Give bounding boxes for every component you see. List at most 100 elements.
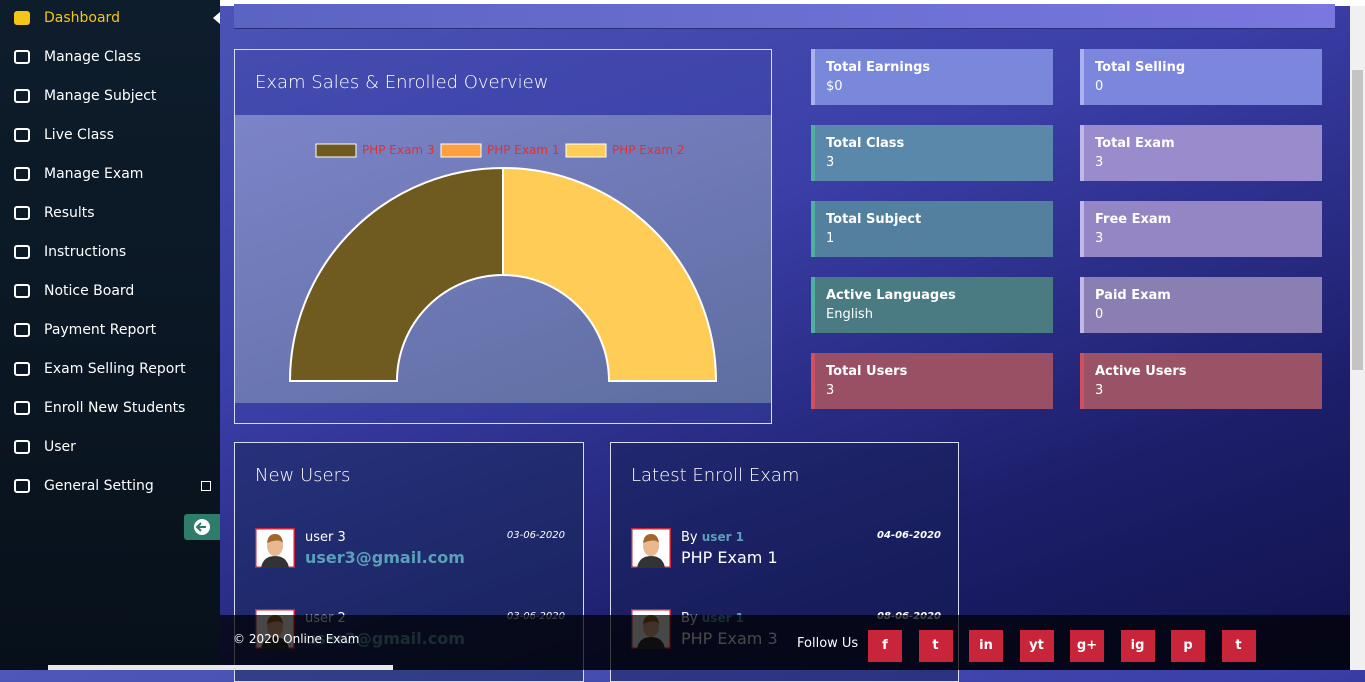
menu-item[interactable]: Manage Class [0, 42, 220, 72]
icon-shape [14, 50, 30, 64]
social-button[interactable]: t [918, 630, 953, 662]
social-button[interactable]: f [868, 630, 902, 662]
menu-item[interactable]: Live Class [0, 120, 220, 150]
social-button[interactable]: yt [1019, 630, 1054, 662]
icon-shape [14, 167, 30, 181]
menu-item[interactable]: Payment Report [0, 315, 220, 345]
menu-item[interactable]: Enroll New Students [0, 393, 220, 423]
icon-shape [14, 11, 30, 25]
stat-value: 3 [826, 383, 835, 398]
stat-value: 0 [1095, 307, 1104, 322]
menu-item[interactable]: General Setting [0, 471, 220, 501]
menu-icon [14, 362, 30, 376]
doughnut-segment [288, 166, 504, 382]
legend-swatch [440, 143, 482, 158]
menu-label: Exam Selling Report [44, 361, 186, 377]
stat-value: 1 [826, 231, 835, 246]
menu-icon [14, 245, 30, 259]
icon-shape [14, 440, 30, 454]
panel-title: Latest Enroll Exam [631, 465, 800, 486]
menu-icon [14, 167, 30, 181]
stat-value: 3 [1095, 155, 1104, 170]
enroll-by: By user 1 [681, 530, 744, 545]
stat-card: Free Exam 3 [1080, 201, 1322, 257]
enroll-date: 04-06-2020 [877, 530, 941, 541]
menu-icon [14, 128, 30, 142]
browser-edge [0, 0, 1365, 6]
menu-label: Notice Board [44, 283, 135, 299]
horizontal-scrollbar[interactable] [48, 665, 393, 670]
copyright: © 2020 Online Exam [233, 632, 360, 646]
icon-shape [14, 323, 30, 337]
stat-card: Active Users 3 [1080, 353, 1322, 409]
social-button[interactable]: t [1221, 630, 1256, 662]
collapse-button[interactable] [184, 514, 220, 540]
menu-icon [14, 11, 30, 25]
menu-icon [14, 50, 30, 64]
avatar-body [261, 556, 289, 568]
follow-label: Follow Us [797, 636, 859, 651]
icon-shape [14, 401, 30, 415]
menu-item[interactable]: Results [0, 198, 220, 228]
chart-title: Exam Sales & Enrolled Overview [255, 72, 549, 93]
menu-label: Live Class [44, 127, 114, 143]
doughnut-segment [502, 166, 718, 382]
footer: © 2020 Online Exam Follow Us f t in yt g+ ig p… [220, 615, 1350, 670]
enroll-entry: By user 1 PHP Exam 1 04-06-2020 [631, 528, 941, 572]
expand-icon [201, 481, 211, 491]
menu-label: Payment Report [44, 322, 157, 338]
stat-value: 3 [826, 155, 835, 170]
stat-card: Total Earnings $0 [811, 49, 1053, 105]
stat-card: Total Subject 1 [811, 201, 1053, 257]
stat-card: Total Exam 3 [1080, 125, 1322, 181]
user-date: 03-06-2020 [506, 530, 565, 541]
social-button[interactable]: g+ [1070, 630, 1104, 662]
menu-item[interactable]: Dashboard [0, 3, 220, 33]
stat-label: Active Languages [826, 288, 956, 303]
icon-shape [14, 89, 30, 103]
collapse-arrow[interactable] [213, 12, 220, 24]
scroll-thumb[interactable] [1352, 70, 1363, 370]
menu-item[interactable]: Manage Subject [0, 81, 220, 111]
collapse-icon [194, 519, 210, 535]
menu-item[interactable]: Instructions [0, 237, 220, 267]
avatar-hair [643, 534, 659, 543]
stat-value: $0 [826, 79, 843, 94]
stat-label: Total Users [826, 364, 908, 379]
icon-shape [14, 362, 30, 376]
menu-icon [14, 440, 30, 454]
stat-card: Total Class 3 [811, 125, 1053, 181]
stat-value: 3 [1095, 231, 1104, 246]
menu-icon [14, 89, 30, 103]
menu-item[interactable]: Exam Selling Report [0, 354, 220, 384]
menu-item[interactable]: Manage Exam [0, 159, 220, 189]
menu-icon [14, 401, 30, 415]
stat-card: Active Languages English [811, 277, 1053, 333]
stat-value: 3 [1095, 383, 1104, 398]
social-button[interactable]: p [1171, 630, 1205, 662]
social-button[interactable]: in [969, 630, 1003, 662]
enroll-exam: PHP Exam 1 [681, 548, 778, 567]
menu-item[interactable]: Notice Board [0, 276, 220, 306]
stat-label: Free Exam [1095, 212, 1172, 227]
menu-icon [14, 323, 30, 337]
menu-label: Instructions [44, 244, 127, 260]
stat-value: English [826, 307, 873, 322]
stat-label: Paid Exam [1095, 288, 1171, 303]
legend-swatch [315, 143, 357, 158]
icon-shape [14, 206, 30, 220]
legend-swatch [565, 143, 607, 158]
menu-label: Manage Class [44, 49, 141, 65]
stat-label: Total Selling [1095, 60, 1186, 75]
menu-icon [14, 479, 30, 493]
menu-icon [14, 284, 30, 298]
legend-label: PHP Exam 1 [487, 143, 560, 157]
social-button[interactable]: ig [1120, 630, 1155, 662]
avatar [631, 528, 671, 568]
menu-icon [14, 206, 30, 220]
user-email: user3@gmail.com [305, 548, 465, 567]
menu-item[interactable]: User [0, 432, 220, 462]
stat-label: Total Subject [826, 212, 922, 227]
menu-label: Manage Subject [44, 88, 157, 104]
